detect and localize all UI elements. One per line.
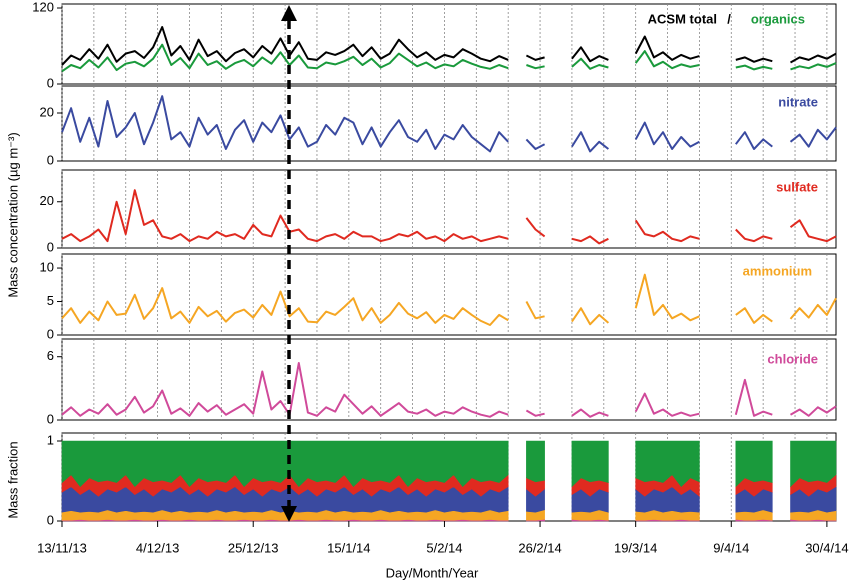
y-axis-label: Mass fraction <box>5 441 20 518</box>
y-tick-label: 0 <box>47 411 54 426</box>
panel-frame <box>61 169 837 249</box>
series-line <box>61 95 837 153</box>
y-tick-label: 120 <box>32 0 54 14</box>
legend-label: ACSM total <box>648 11 717 26</box>
panel-frame <box>61 3 837 85</box>
y-tick-label: 5 <box>47 293 54 308</box>
x-axis-label: Day/Month/Year <box>386 565 479 580</box>
marker-arrow <box>281 5 297 522</box>
legend-label: nitrate <box>778 94 818 109</box>
x-tick-label: 13/11/13 <box>37 540 87 555</box>
legend-label: sulfate <box>776 179 818 194</box>
panel-frame <box>61 85 837 162</box>
y-tick-label: 10 <box>40 259 54 274</box>
x-tick-label: 19/3/14 <box>614 540 657 555</box>
y-tick-label: 20 <box>40 193 54 208</box>
x-tick-label: 25/12/13 <box>228 540 279 555</box>
x-tick-label: 9/4/14 <box>713 540 749 555</box>
series-line <box>61 43 837 73</box>
arrow-head <box>281 5 297 21</box>
x-tick-label: 26/2/14 <box>518 540 561 555</box>
legend-label: organics <box>751 11 805 26</box>
series-line <box>61 273 837 326</box>
panel-frame <box>61 253 837 336</box>
legend-separator: / <box>727 11 731 26</box>
legend-label: chloride <box>767 351 818 366</box>
stacked-area <box>61 486 837 513</box>
y-tick-label: 0 <box>47 512 54 527</box>
y-tick-label: 0 <box>47 326 54 341</box>
series-line <box>61 362 837 418</box>
stacked-area <box>61 440 837 488</box>
x-tick-label: 4/12/13 <box>136 540 179 555</box>
y-tick-label: 0 <box>47 239 54 254</box>
y-tick-label: 1 <box>47 432 54 447</box>
stacked-area <box>61 473 837 497</box>
series-line <box>61 189 837 245</box>
series-line <box>61 26 837 66</box>
stacked-area <box>61 509 837 521</box>
x-tick-label: 15/1/14 <box>327 540 370 555</box>
legend-label: ammonium <box>743 263 812 278</box>
y-axis-label: Mass concentration (µg m⁻³) <box>5 132 20 297</box>
y-tick-label: 6 <box>47 348 54 363</box>
y-tick-label: 0 <box>47 152 54 167</box>
y-tick-label: 20 <box>40 104 54 119</box>
arrow-head <box>281 506 297 522</box>
panel-frame <box>61 338 837 421</box>
y-tick-label: 0 <box>47 75 54 90</box>
x-tick-label: 30/4/14 <box>805 540 848 555</box>
x-tick-label: 5/2/14 <box>426 540 462 555</box>
